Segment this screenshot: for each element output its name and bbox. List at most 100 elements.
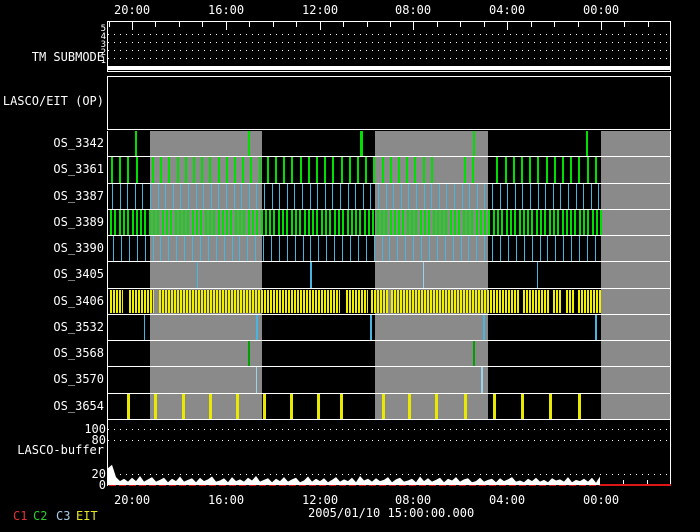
event-tick	[435, 394, 438, 419]
event-tick	[127, 184, 128, 209]
event-tick	[239, 210, 241, 235]
event-tick	[135, 184, 136, 209]
event-tick	[574, 210, 576, 235]
axis-tick-label-top: 20:00	[114, 4, 150, 17]
event-tick	[536, 210, 538, 235]
event-tick	[209, 394, 212, 419]
event-tick	[275, 157, 277, 182]
lasco-timeline-screen: TM SUBMODE LASCO/EIT (OP) LASCO-buffer 2…	[0, 0, 700, 532]
event-tick	[382, 394, 385, 419]
event-tick	[492, 184, 493, 209]
event-tick	[428, 210, 430, 235]
event-tick	[119, 157, 121, 182]
row-label: OS_3405	[53, 268, 104, 281]
event-tick	[349, 157, 351, 182]
event-tick	[469, 184, 470, 209]
event-tick	[278, 210, 280, 235]
row-os-3570	[108, 367, 670, 393]
event-tick	[248, 131, 250, 156]
event-tick	[423, 262, 424, 287]
event-tick	[201, 157, 203, 182]
event-tick	[370, 315, 372, 340]
event-tick	[437, 210, 439, 235]
baseline-minor-tick	[647, 480, 648, 484]
event-tick	[373, 157, 375, 182]
event-tick	[140, 210, 142, 235]
row-label: OS_3406	[53, 295, 104, 308]
event-tick	[390, 157, 392, 182]
event-tick	[484, 184, 485, 209]
event-tick	[423, 157, 425, 182]
event-tick	[516, 236, 517, 261]
event-tick	[420, 210, 422, 235]
event-tick	[496, 157, 498, 182]
event-tick	[523, 210, 525, 235]
event-tick	[415, 210, 417, 235]
event-tick	[454, 184, 455, 209]
event-tick	[497, 210, 499, 235]
submode-gridline	[108, 58, 670, 59]
event-tick	[476, 236, 477, 261]
axis-tick	[179, 22, 180, 27]
event-tick	[300, 157, 302, 182]
event-tick	[203, 184, 204, 209]
event-tick	[294, 184, 295, 209]
event-tick	[200, 236, 201, 261]
axis-tick	[202, 22, 203, 27]
row-label: OS_3389	[53, 216, 104, 229]
event-tick	[279, 184, 280, 209]
event-tick	[595, 315, 597, 340]
event-tick	[355, 184, 356, 209]
event-tick	[530, 184, 531, 209]
event-tick	[437, 236, 438, 261]
event-tick	[441, 210, 443, 235]
submode-gridline	[108, 42, 670, 43]
event-tick	[192, 210, 194, 235]
row-label: OS_3390	[53, 242, 104, 255]
buffer-panel	[107, 420, 671, 486]
axis-tick	[554, 22, 555, 27]
observation-bar	[553, 290, 562, 313]
submode-level-label: 1	[101, 57, 106, 65]
event-tick	[179, 210, 181, 235]
event-tick	[389, 236, 390, 261]
event-tick	[168, 157, 170, 182]
event-tick	[261, 210, 263, 235]
event-tick	[562, 210, 564, 235]
row-os-3361	[108, 157, 670, 183]
event-tick	[540, 236, 541, 261]
axis-tick	[273, 22, 274, 27]
event-tick	[183, 210, 185, 235]
event-tick	[513, 157, 515, 182]
event-tick	[239, 236, 240, 261]
event-tick	[338, 210, 340, 235]
event-tick	[235, 210, 237, 235]
submode-gridline	[108, 50, 670, 51]
event-tick	[342, 210, 344, 235]
event-tick	[316, 157, 318, 182]
event-tick	[152, 157, 154, 182]
event-tick	[213, 210, 215, 235]
event-tick	[263, 236, 264, 261]
observation-bar	[391, 290, 519, 313]
buffer-gridline	[108, 474, 670, 475]
event-tick	[175, 210, 177, 235]
row-os-3568	[108, 341, 670, 367]
axis-tick	[578, 22, 579, 27]
row-os-3389	[108, 210, 670, 236]
event-tick	[446, 184, 447, 209]
axis-tick	[296, 22, 297, 27]
submode-value-bar	[108, 66, 670, 70]
event-tick	[259, 157, 261, 182]
event-tick	[340, 184, 341, 209]
event-tick	[484, 236, 485, 261]
event-tick	[325, 210, 327, 235]
axis-tick-label-top: 04:00	[489, 4, 525, 17]
axis-tick	[531, 22, 532, 27]
event-tick	[317, 184, 318, 209]
event-tick	[176, 236, 177, 261]
event-tick	[506, 210, 508, 235]
event-tick	[372, 210, 374, 235]
lasco-eit-label: LASCO/EIT (OP)	[3, 95, 104, 108]
event-tick	[472, 157, 474, 182]
